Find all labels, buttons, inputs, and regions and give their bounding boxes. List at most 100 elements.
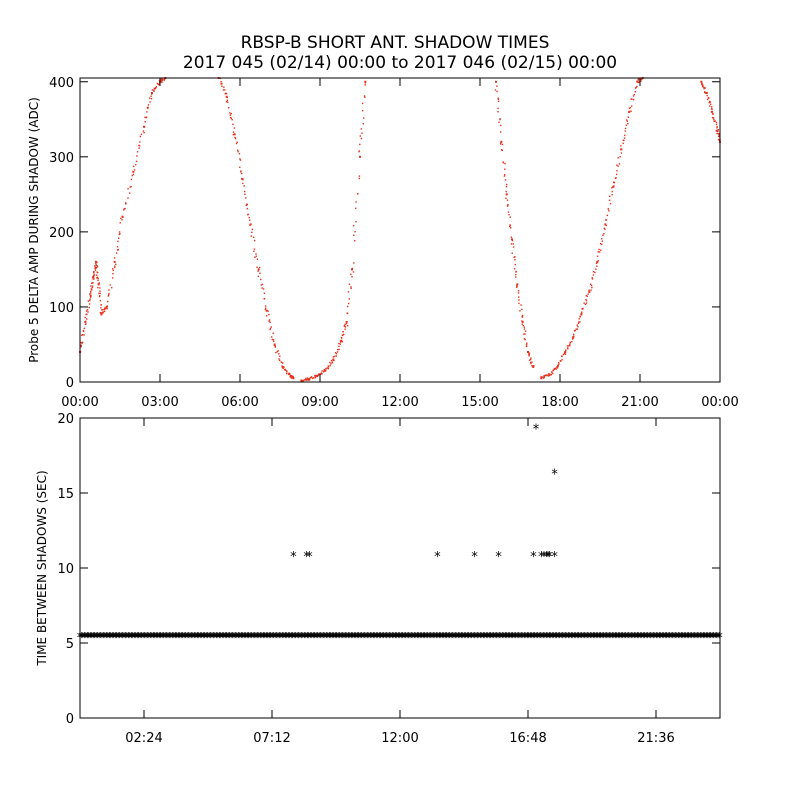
delta-amp-point — [521, 320, 524, 323]
shadow-interval-marker: * — [684, 631, 691, 646]
delta-amp-point — [138, 145, 141, 147]
delta-amp-point — [124, 207, 126, 210]
shadow-interval-marker: * — [628, 631, 635, 646]
shadow-interval-marker: * — [295, 631, 302, 646]
delta-amp-point — [552, 372, 554, 375]
bottom-panel-axes: 02:24 07:12 12:00 16:48 21:36 0 5 10 15 20 — [57, 412, 720, 746]
shadow-interval-marker: * — [467, 631, 474, 646]
shadow-interval-marker: * — [138, 631, 145, 646]
shadow-interval-marker: * — [674, 631, 681, 646]
shadow-interval-outlier: * — [541, 550, 548, 565]
shadow-interval-marker: * — [452, 631, 459, 646]
delta-amp-point — [260, 284, 262, 286]
delta-amp-point — [314, 377, 317, 379]
delta-amp-point — [285, 372, 288, 375]
bottom-ytick-label: 10 — [57, 562, 74, 577]
delta-amp-point — [360, 128, 363, 130]
delta-amp-point — [640, 80, 642, 82]
shadow-interval-marker: * — [338, 631, 345, 646]
delta-amp-point — [97, 283, 100, 286]
delta-amp-point — [89, 298, 91, 300]
shadow-interval-marker: * — [537, 631, 544, 646]
shadow-interval-marker: * — [517, 631, 524, 646]
delta-amp-point — [278, 358, 280, 360]
delta-amp-point — [119, 233, 121, 235]
delta-amp-point — [96, 266, 99, 268]
delta-amp-point — [608, 199, 611, 201]
delta-amp-point — [118, 233, 121, 236]
shadow-interval-marker: * — [678, 631, 685, 646]
delta-amp-point — [600, 249, 602, 251]
delta-amp-point — [240, 171, 242, 173]
shadow-interval-marker: * — [137, 631, 144, 646]
shadow-interval-marker: * — [190, 631, 197, 646]
shadow-interval-marker: * — [178, 631, 185, 646]
shadow-interval-marker: * — [471, 631, 478, 646]
shadow-interval-marker: * — [615, 631, 622, 646]
delta-amp-point — [138, 147, 140, 149]
delta-amp-point — [519, 310, 521, 312]
delta-amp-point — [713, 118, 715, 121]
delta-amp-point — [632, 98, 635, 101]
delta-amp-point — [265, 315, 268, 317]
delta-amp-point — [336, 351, 339, 353]
shadow-interval-marker: * — [119, 631, 126, 646]
delta-amp-point — [333, 355, 336, 358]
delta-amp-point — [330, 363, 332, 365]
shadow-interval-marker: * — [482, 631, 489, 646]
shadow-interval-marker: * — [633, 631, 640, 646]
shadow-interval-marker: * — [530, 631, 537, 646]
delta-amp-point — [148, 97, 151, 99]
delta-amp-point — [522, 324, 525, 327]
shadow-interval-marker: * — [594, 631, 601, 646]
delta-amp-point — [529, 361, 532, 364]
shadow-interval-marker: * — [391, 631, 398, 646]
shadow-interval-marker: * — [157, 631, 164, 646]
shadow-interval-marker: * — [658, 631, 665, 646]
delta-amp-point — [628, 110, 631, 113]
shadow-interval-marker: * — [681, 631, 688, 646]
delta-amp-point — [292, 375, 294, 377]
shadow-interval-marker: * — [326, 631, 333, 646]
shadow-interval-marker: * — [690, 631, 697, 646]
delta-amp-point — [98, 282, 101, 284]
delta-amp-point — [140, 133, 142, 136]
shadow-interval-marker: * — [250, 631, 257, 646]
shadow-interval-marker: * — [506, 631, 513, 646]
shadow-interval-marker: * — [273, 631, 280, 646]
delta-amp-point — [363, 95, 366, 97]
shadow-interval-marker: * — [584, 631, 591, 646]
shadow-interval-outlier: * — [306, 550, 313, 565]
shadow-interval-marker: * — [213, 631, 220, 646]
delta-amp-point — [358, 150, 360, 153]
shadow-interval-marker: * — [372, 631, 379, 646]
delta-amp-point — [92, 275, 95, 278]
delta-amp-point — [579, 321, 581, 323]
delta-amp-point — [709, 101, 711, 103]
shadow-interval-marker: * — [204, 631, 211, 646]
delta-amp-point — [612, 185, 615, 188]
shadow-interval-outlier: * — [434, 550, 441, 565]
shadow-interval-marker: * — [712, 631, 719, 646]
delta-amp-point — [571, 340, 573, 343]
delta-amp-point — [274, 346, 276, 348]
delta-amp-point — [247, 213, 249, 215]
shadow-interval-marker: * — [470, 631, 477, 646]
shadow-interval-marker: * — [515, 631, 522, 646]
shadow-interval-marker: * — [596, 631, 603, 646]
delta-amp-point — [240, 170, 242, 172]
top-ytick-label: 300 — [49, 151, 74, 166]
shadow-interval-marker: * — [345, 631, 352, 646]
shadow-interval-marker: * — [156, 631, 163, 646]
delta-amp-point — [142, 130, 145, 132]
delta-amp-point — [113, 257, 116, 259]
delta-amp-point — [123, 209, 125, 211]
delta-amp-point — [153, 90, 155, 92]
shadow-interval-marker: * — [354, 631, 361, 646]
delta-amp-point — [327, 367, 330, 370]
delta-amp-point — [127, 188, 129, 190]
delta-amp-point — [704, 92, 707, 94]
shadow-interval-marker: * — [191, 631, 198, 646]
shadow-interval-marker: * — [160, 631, 167, 646]
delta-amp-point — [578, 321, 580, 323]
